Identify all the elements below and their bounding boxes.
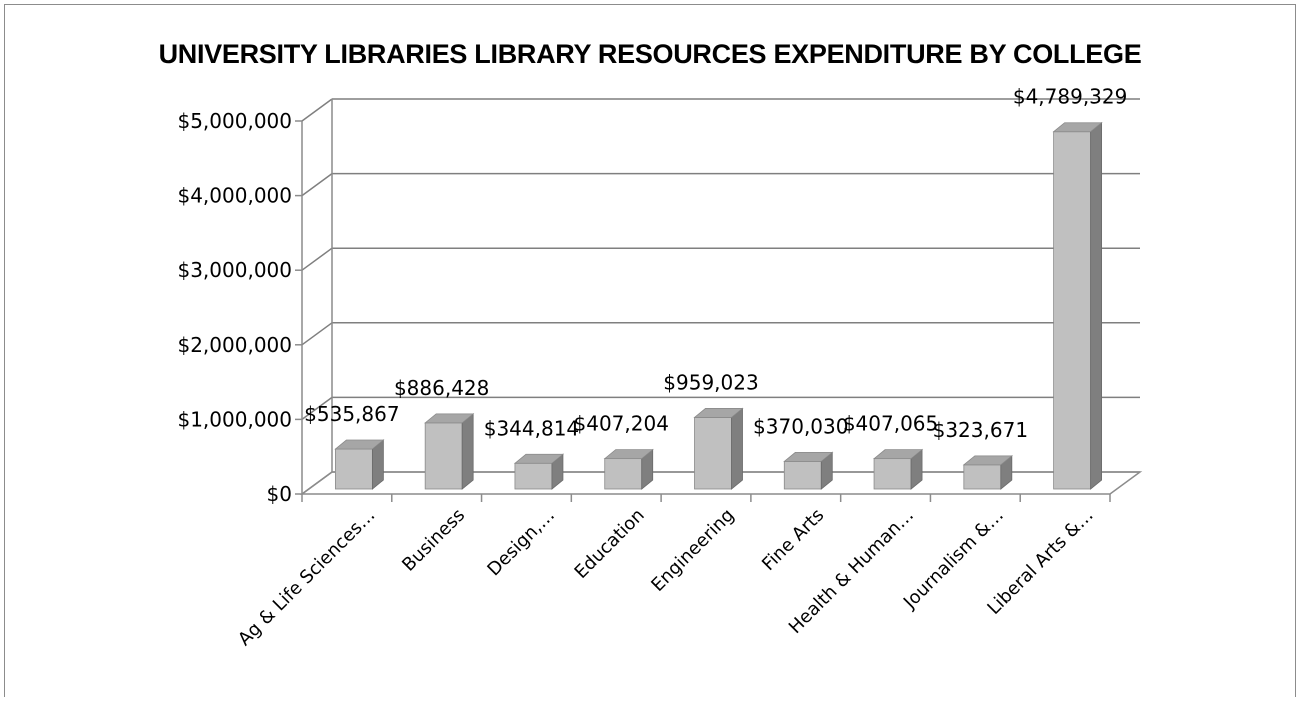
bar (424, 422, 463, 490)
bar-top (513, 453, 565, 464)
data-label: $959,023 (663, 370, 758, 394)
bar-top (783, 451, 834, 462)
bar-top (872, 449, 924, 460)
gridline-side (301, 172, 333, 197)
bar (873, 458, 912, 490)
data-label: $407,065 (843, 412, 938, 436)
data-label: $407,204 (574, 412, 669, 436)
data-label: $323,671 (933, 418, 1028, 442)
y-tick-label: $4,000,000 (177, 184, 292, 208)
x-tick-label: Design,… (483, 505, 559, 581)
x-tick-label: Ag & Life Sciences… (234, 505, 379, 650)
axes (295, 99, 1143, 502)
labels: $0 $1,000,000 $2,000,000 $3,000,000 $4,000,0… (177, 85, 1127, 650)
bar-top (334, 439, 385, 450)
bar-side (731, 407, 743, 490)
bar (783, 460, 822, 490)
gridline-side (301, 396, 333, 421)
bars (334, 121, 1103, 490)
bar-top (962, 455, 1013, 466)
y-tick-label: $1,000,000 (177, 407, 292, 431)
bar-top (1052, 122, 1103, 133)
x-tick-label: Education (571, 505, 649, 583)
bar (514, 462, 553, 490)
y-tick-label: $2,000,000 (177, 333, 292, 357)
data-label: $886,428 (394, 376, 489, 400)
gridline-side (301, 322, 333, 346)
bar-top (693, 408, 744, 418)
bar-top (424, 413, 475, 424)
x-tick-label: Engineering (647, 505, 738, 596)
bar (694, 417, 732, 490)
gridline-side (301, 98, 333, 122)
y-tick-label: $3,000,000 (177, 258, 292, 282)
bar (604, 458, 643, 490)
y-tick-label: $0 (267, 482, 292, 506)
data-label: $4,789,329 (1013, 85, 1128, 109)
x-tick-label: Business (398, 505, 469, 576)
data-label: $370,030 (753, 414, 848, 438)
data-label: $344,814 (484, 416, 579, 440)
bar-top (603, 449, 654, 460)
bar (1053, 131, 1092, 490)
bar-side (1090, 121, 1103, 490)
chart-title: UNIVERSITY LIBRARIES LIBRARY RESOURCES E… (158, 39, 1142, 69)
bar (963, 464, 1002, 490)
bar (334, 448, 373, 490)
data-label: $535,867 (304, 402, 399, 426)
x-tick-label: Fine Arts (758, 505, 828, 575)
bar-side (461, 413, 474, 490)
y-tick-label: $5,000,000 (177, 109, 292, 133)
gridline-side (301, 247, 333, 271)
